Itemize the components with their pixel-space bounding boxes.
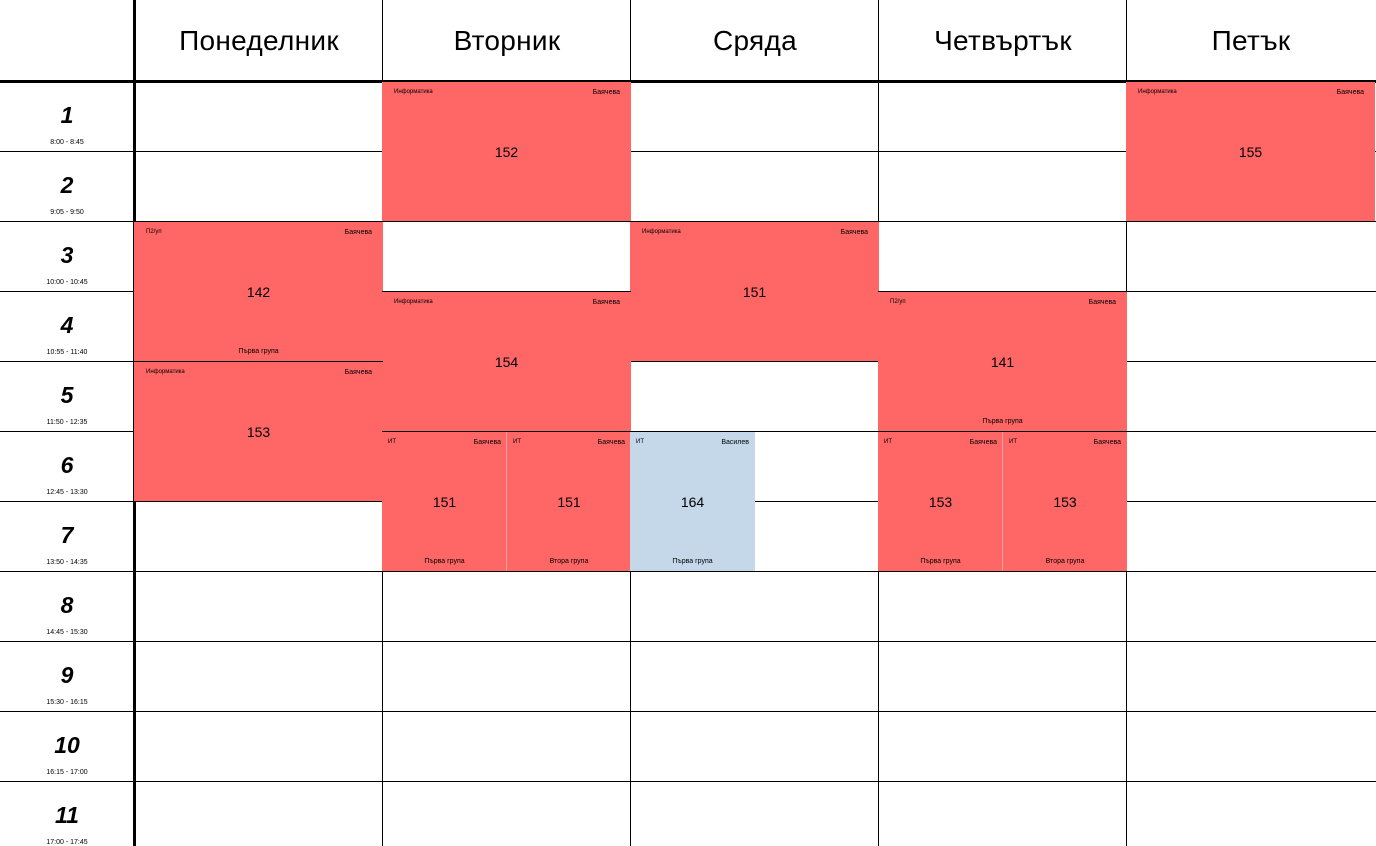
period-number: 7	[60, 522, 74, 548]
lesson-teacher: Баячева	[473, 439, 501, 446]
lesson-subject: ИТ	[636, 439, 644, 445]
lesson-room: 154	[494, 354, 519, 370]
period-number: 3	[60, 242, 74, 268]
lesson-subject: П2/уп	[146, 229, 162, 235]
period-row-divider	[0, 151, 1376, 152]
period-number: 6	[60, 452, 74, 478]
lesson-subject: Информатика	[1138, 89, 1177, 95]
period-time: 14:45 - 15:30	[46, 629, 88, 636]
lesson-teacher: Баячева	[1336, 89, 1364, 96]
period-time: 12:45 - 13:30	[46, 489, 88, 496]
period-time: 11:50 - 12:35	[46, 419, 88, 426]
lesson-group: Първа група	[238, 348, 279, 355]
period-number: 2	[60, 172, 74, 198]
lesson-subject: Информатика	[394, 89, 433, 95]
lesson-subject: ИТ	[884, 439, 892, 445]
lesson-group: Първа група	[920, 558, 961, 565]
lesson-group: Първа група	[982, 418, 1023, 425]
period-time: 13:50 - 14:35	[46, 559, 88, 566]
period-number: 4	[60, 312, 74, 338]
period-time: 9:05 - 9:50	[50, 209, 84, 216]
period-time: 15:30 - 16:15	[46, 699, 88, 706]
period-time: 8:00 - 8:45	[50, 139, 84, 146]
lesson-room: 151	[432, 494, 457, 510]
lesson-room: 151	[557, 494, 581, 510]
lesson-subject: Информатика	[394, 299, 433, 305]
lesson-block[interactable]: ИТ Баячева 153 Втора група	[1003, 431, 1127, 572]
lesson-teacher: Баячева	[592, 89, 620, 96]
lesson-teacher: Баячева	[840, 229, 868, 236]
lesson-room: 153	[246, 424, 271, 440]
period-time: 10:00 - 10:45	[46, 279, 88, 286]
day-header: Четвъртък	[934, 25, 1072, 56]
lesson-block[interactable]: Информатика Баячева 153	[134, 361, 383, 502]
split-divider	[506, 432, 507, 571]
period-row-divider	[0, 711, 1376, 712]
lesson-block[interactable]: ИТ Баячева 153 Първа група	[878, 431, 1003, 572]
lesson-room: 153	[1053, 494, 1077, 510]
lesson-block[interactable]: П2/уп Баячева 141 Първа група	[878, 291, 1127, 432]
period-number: 1	[60, 102, 74, 128]
lesson-room: 141	[990, 354, 1015, 370]
lesson-block[interactable]: ИТ Баячева 151 Първа група	[382, 431, 507, 572]
lesson-teacher: Баячева	[969, 439, 997, 446]
day-header: Петък	[1211, 25, 1291, 56]
period-number: 10	[54, 732, 80, 758]
lesson-room: 142	[246, 284, 271, 300]
lesson-block[interactable]: П2/уп Баячева 142 Първа група	[134, 221, 383, 362]
lesson-group: Първа група	[672, 558, 713, 565]
period-number: 5	[60, 382, 74, 408]
lesson-teacher: Баячева	[344, 229, 372, 236]
day-header: Сряда	[712, 25, 798, 56]
lesson-room: 152	[494, 144, 519, 160]
lesson-group: Втора група	[1045, 558, 1085, 565]
split-divider	[1002, 432, 1003, 571]
period-number: 9	[60, 662, 74, 688]
lesson-teacher: Баячева	[1093, 439, 1121, 446]
lesson-subject: ИТ	[1009, 439, 1017, 445]
lesson-subject: Информатика	[642, 229, 681, 235]
lesson-group: Първа група	[424, 558, 465, 565]
lesson-block[interactable]: Информатика Баячева 152	[382, 81, 631, 222]
lesson-subject: ИТ	[513, 439, 521, 445]
period-time: 16:15 - 17:00	[46, 769, 88, 776]
lesson-block[interactable]: ИТ Василев 164 Първа група	[630, 431, 755, 572]
lesson-block[interactable]: Информатика Баячева 151	[630, 221, 879, 362]
lesson-room: 153	[928, 494, 953, 510]
day-header: Понеделник	[179, 25, 339, 56]
period-number: 8	[60, 592, 74, 618]
lesson-subject: Информатика	[146, 369, 185, 375]
period-time: 17:00 - 17:45	[46, 839, 88, 846]
lesson-block[interactable]: ИТ Баячева 151 Втора група	[507, 431, 631, 572]
lesson-teacher: Баячева	[592, 299, 620, 306]
lesson-teacher: Баячева	[344, 369, 372, 376]
lesson-subject: ИТ	[388, 439, 396, 445]
lesson-room: 164	[680, 494, 705, 510]
lesson-teacher: Баячева	[1088, 299, 1116, 306]
lesson-group: Втора група	[549, 558, 589, 565]
lesson-block[interactable]: Информатика Баячева 154	[382, 291, 631, 432]
lesson-teacher: Василев	[721, 439, 749, 446]
lesson-block[interactable]: Информатика Баячева 155	[1126, 81, 1375, 222]
lesson-subject: П2/уп	[890, 299, 906, 305]
period-time: 10:55 - 11:40	[46, 349, 88, 356]
header-divider	[0, 80, 1376, 83]
period-row-divider	[0, 641, 1376, 642]
lesson-room: 155	[1238, 144, 1263, 160]
period-number: 11	[55, 802, 79, 828]
lesson-room: 151	[742, 284, 767, 300]
day-header: Вторник	[453, 25, 561, 56]
lesson-teacher: Баячева	[597, 439, 625, 446]
period-row-divider	[0, 781, 1376, 782]
